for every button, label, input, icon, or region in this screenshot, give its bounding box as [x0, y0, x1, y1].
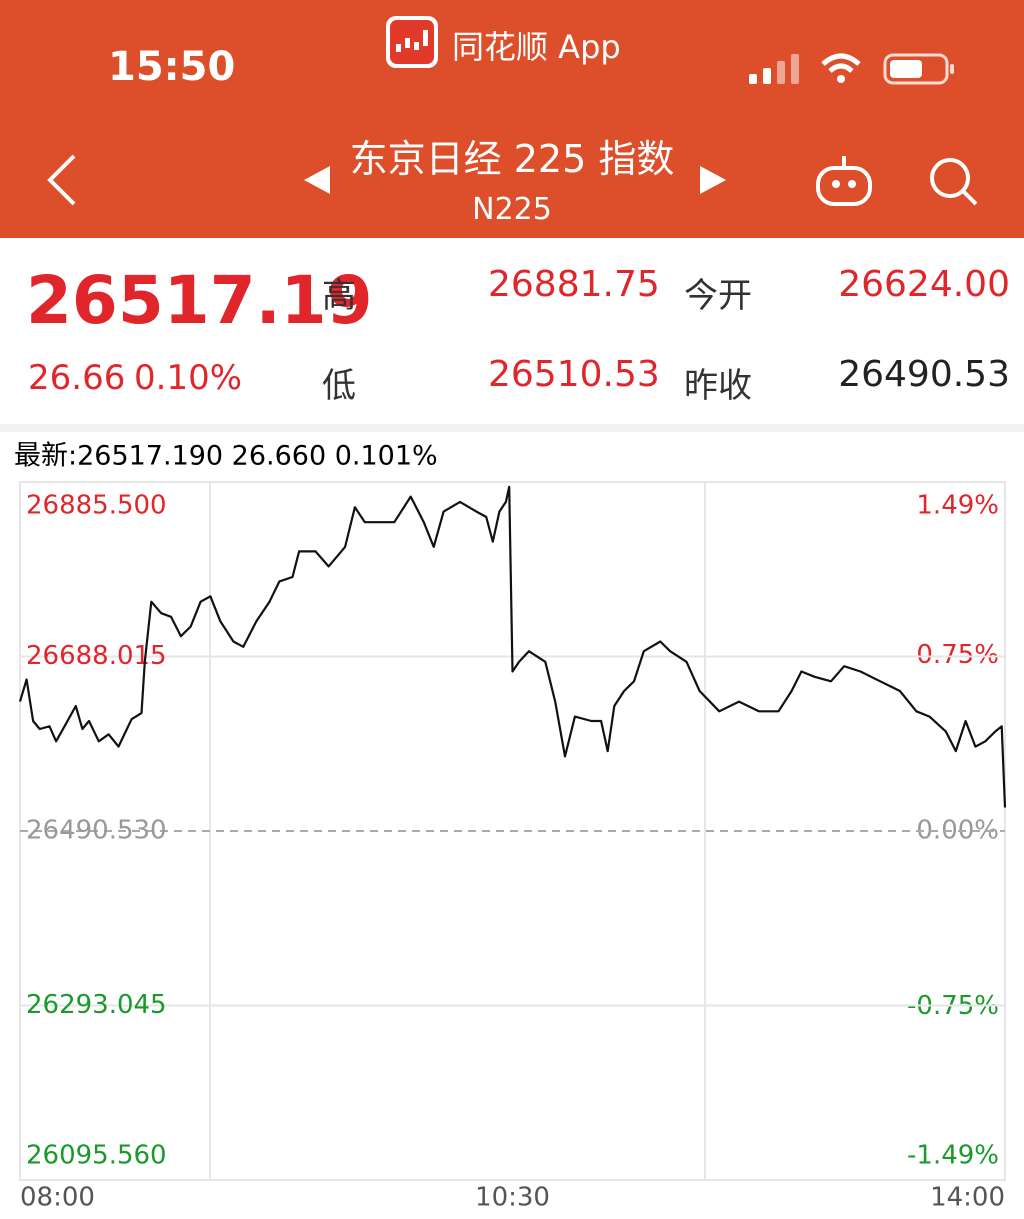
header-title: 东京日经 225 指数 — [349, 137, 675, 181]
high: 26881.75 — [488, 264, 660, 305]
change-pct: 0.10% — [134, 358, 243, 398]
y-tick-label: 26095.560 — [26, 1141, 167, 1171]
latest-label: 最新:26517.190 26.660 0.101% — [14, 441, 438, 472]
header-bar — [0, 0, 1024, 238]
app-icon — [386, 16, 438, 68]
y-tick-label: 26885.500 — [26, 491, 167, 521]
low: 26510.53 — [488, 354, 660, 395]
y-tick-label: 26293.045 — [26, 990, 167, 1020]
app-name: 同花顺 App — [452, 28, 621, 66]
open: 26624.00 — [838, 264, 1010, 305]
price: 26517.19 — [26, 262, 373, 339]
y2-tick-label: -1.49% — [907, 1141, 999, 1171]
next-button[interactable] — [696, 162, 730, 198]
prev-close-label: 昨收 — [684, 366, 752, 406]
y-tick-label: 26490.530 — [26, 816, 167, 846]
separator — [0, 424, 1024, 432]
x-tick-label: 08:00 — [20, 1183, 95, 1213]
low-label: 低 — [322, 366, 356, 406]
status-time: 15:50 — [108, 44, 236, 90]
x-tick-label: 14:00 — [930, 1183, 1005, 1213]
x-tick-label: 10:30 — [475, 1183, 550, 1213]
y-tick-label: 26688.015 — [26, 641, 167, 671]
prev-button[interactable] — [300, 162, 334, 198]
back-button[interactable] — [40, 150, 80, 210]
robot-button[interactable] — [812, 152, 876, 210]
change: 26.66 — [28, 358, 126, 398]
intraday-chart: 最新:26517.190 26.660 0.101% 1.49%0.75%0.0… — [14, 441, 1007, 1213]
status-icons — [749, 53, 954, 85]
open-label: 今开 — [684, 276, 752, 316]
search-button[interactable] — [926, 154, 982, 210]
prev-close: 26490.53 — [838, 354, 1010, 395]
y2-tick-label: 0.75% — [916, 640, 999, 670]
header-code: N225 — [472, 192, 552, 227]
high-label: 高 — [322, 276, 356, 316]
quote-panel: 26517.19 26.66 0.10% 高 26881.75 今开 26624… — [0, 238, 1024, 424]
price-line — [18, 485, 1007, 808]
y2-tick-label: 1.49% — [916, 491, 999, 521]
